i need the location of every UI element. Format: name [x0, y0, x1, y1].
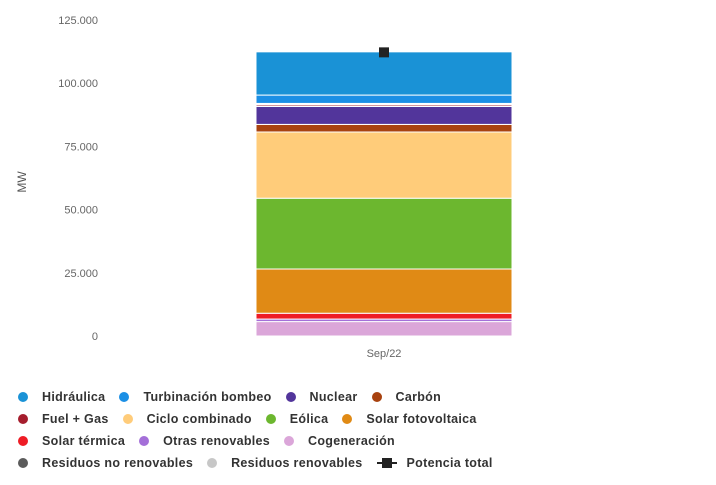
legend-item-solar-t-rmica[interactable]: Solar térmica	[18, 434, 125, 448]
bar-segment-carb-n[interactable]	[255, 123, 513, 133]
legend-dot-icon	[18, 414, 28, 424]
legend-label: Hidráulica	[42, 390, 106, 404]
legend-item-hidr-ulica[interactable]: Hidráulica	[18, 390, 105, 404]
y-tick-label: 25.000	[64, 268, 98, 280]
total-power-marker[interactable]	[379, 47, 389, 58]
legend-item-residuos-renovables[interactable]: Residuos renovables	[207, 456, 362, 470]
legend-label: Residuos renovables	[231, 456, 363, 470]
legend-label: Ciclo combinado	[146, 412, 252, 426]
legend-dot-icon	[122, 414, 133, 424]
y-tick-label: 50.000	[64, 205, 98, 217]
legend-dot-icon	[18, 392, 28, 402]
legend-label: Solar térmica	[42, 434, 126, 448]
stacked-bar-chart: MW 0 25.000 50.000 75.000 100.000 125.000 Sep…	[15, 15, 513, 360]
bar-segment-solar-fotovoltaica[interactable]	[255, 268, 513, 314]
y-tick-label: 100.000	[58, 78, 98, 90]
legend-dot-icon	[285, 392, 296, 402]
legend-label: Carbón	[395, 390, 442, 404]
legend-dot-icon	[371, 392, 382, 402]
bar-segment-turbinaci-n-bombeo[interactable]	[255, 94, 513, 104]
x-tick-label: Sep/22	[367, 348, 402, 360]
legend-dot-icon	[284, 436, 295, 446]
legend-row: Hidráulica Turbinación bombeo Nuclear Carbó…	[18, 386, 708, 408]
bar-segment-ciclo-combinado[interactable]	[255, 131, 513, 199]
legend-item-e-lica[interactable]: Eólica	[265, 412, 329, 426]
legend-line-marker-icon	[376, 458, 397, 468]
legend-item-residuos-no-renovables[interactable]: Residuos no renovables	[18, 456, 193, 470]
legend-item-potencia-total[interactable]: Potencia total	[376, 456, 493, 470]
legend-item-cogeneraci-n[interactable]: Cogeneración	[284, 434, 395, 448]
legend-label: Nuclear	[309, 390, 358, 404]
legend-dot-icon	[18, 436, 28, 446]
y-axis-label: MW	[15, 171, 29, 193]
legend-row: Solar térmica Otras renovables Cogeneració…	[18, 430, 708, 452]
legend-item-fuel-gas[interactable]: Fuel + Gas	[18, 412, 109, 426]
bar-segment-cogeneraci-n[interactable]	[255, 321, 513, 337]
bar-segment-hidr-ulica[interactable]	[255, 51, 513, 96]
y-tick-label: 125.000	[58, 15, 98, 27]
legend-dot-icon	[207, 458, 218, 468]
bar-segment-solar-t-rmica[interactable]	[255, 312, 513, 320]
bar-segment-e-lica[interactable]	[255, 197, 513, 270]
legend: Hidráulica Turbinación bombeo Nuclear Carbó…	[18, 386, 708, 474]
legend-dot-icon	[265, 414, 276, 424]
legend-item-turbinaci-n-bombeo[interactable]: Turbinación bombeo	[119, 390, 271, 404]
legend-dot-icon	[119, 392, 130, 402]
legend-dot-icon	[342, 414, 353, 424]
y-tick-label: 0	[92, 331, 98, 343]
legend-label: Turbinación bombeo	[143, 390, 272, 404]
legend-dot-icon	[18, 458, 28, 468]
bar-segment-nuclear[interactable]	[255, 105, 513, 125]
legend-label: Cogeneración	[308, 434, 395, 448]
legend-label: Fuel + Gas	[42, 412, 109, 426]
legend-label: Eólica	[289, 412, 329, 426]
legend-item-otras-renovables[interactable]: Otras renovables	[139, 434, 270, 448]
legend-item-ciclo-combinado[interactable]: Ciclo combinado	[122, 412, 252, 426]
legend-row: Fuel + Gas Ciclo combinado Eólica Solar fot…	[18, 408, 708, 430]
legend-label: Residuos no renovables	[42, 456, 194, 470]
legend-dot-icon	[139, 436, 150, 446]
legend-item-nuclear[interactable]: Nuclear	[285, 390, 358, 404]
legend-item-carb-n[interactable]: Carbón	[371, 390, 442, 404]
legend-row: Residuos no renovables Residuos renovable…	[18, 452, 708, 474]
legend-item-solar-fotovoltaica[interactable]: Solar fotovoltaica	[342, 412, 476, 426]
legend-label: Otras renovables	[163, 434, 271, 448]
legend-label: Potencia total	[406, 456, 493, 470]
y-tick-label: 75.000	[64, 141, 98, 153]
legend-label: Solar fotovoltaica	[366, 412, 477, 426]
